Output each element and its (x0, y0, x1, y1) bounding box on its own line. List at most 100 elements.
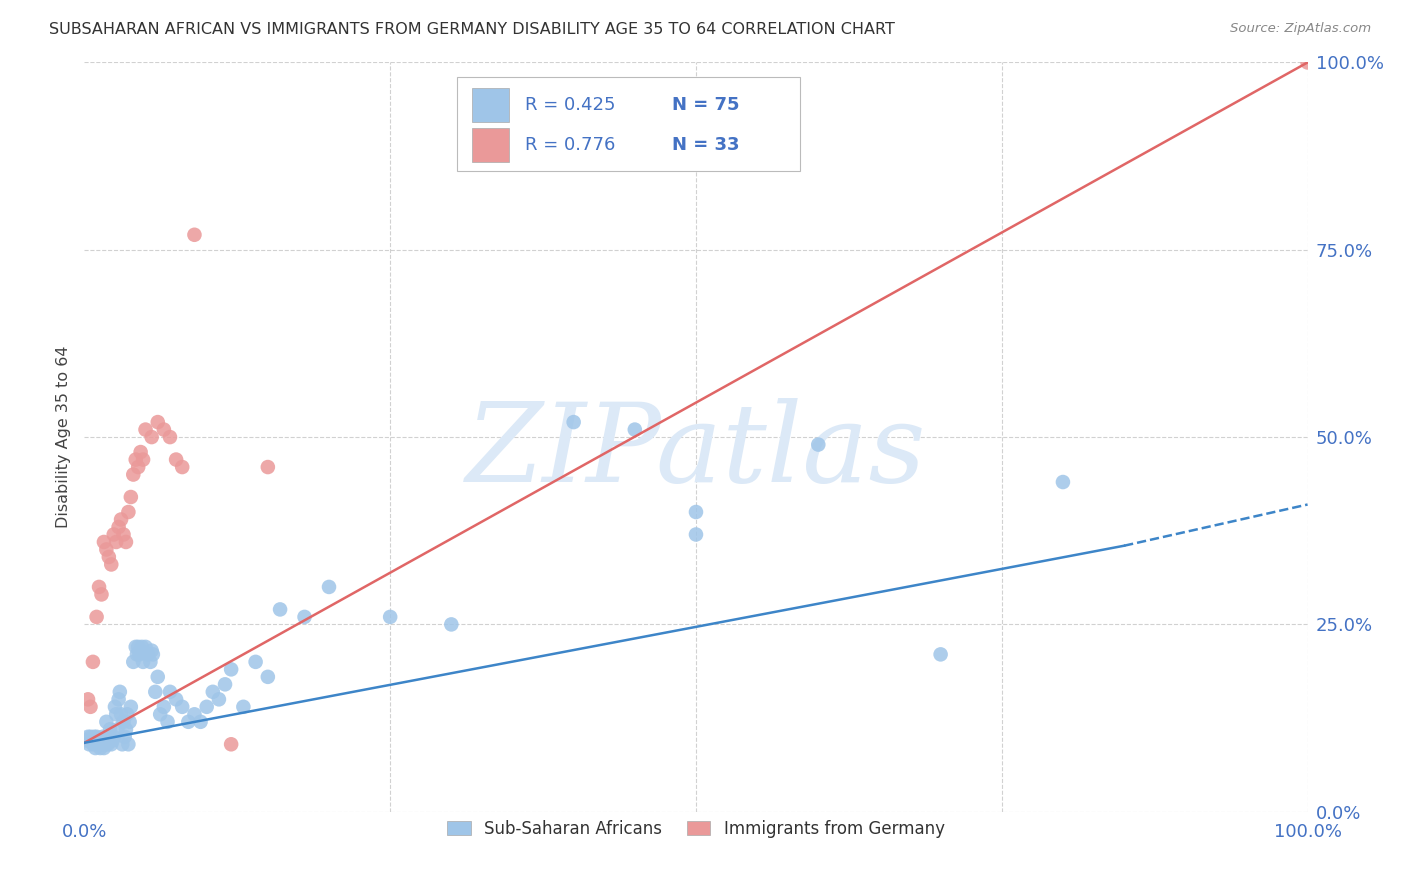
Y-axis label: Disability Age 35 to 64: Disability Age 35 to 64 (56, 346, 72, 528)
Point (440, 617, 463, 632)
Point (208, 692, 231, 706)
Point (100, 558, 122, 572)
Point (111, 737, 134, 751)
Text: SUBSAHARAN AFRICAN VS IMMIGRANTS FROM GERMANY DISABILITY AGE 35 TO 64 CORRELATIO: SUBSAHARAN AFRICAN VS IMMIGRANTS FROM GE… (49, 22, 896, 37)
Point (110, 707, 132, 722)
Point (127, 640, 149, 654)
Point (195, 699, 218, 714)
FancyBboxPatch shape (457, 78, 800, 171)
Point (125, 640, 148, 654)
Point (141, 430, 163, 444)
Point (91, 730, 114, 744)
Point (83, 730, 105, 744)
Point (104, 699, 127, 714)
Point (117, 737, 139, 751)
Point (118, 714, 141, 729)
Point (125, 648, 148, 662)
Point (100, 737, 122, 751)
Text: Source: ZipAtlas.com: Source: ZipAtlas.com (1230, 22, 1371, 36)
Point (318, 580, 340, 594)
Point (127, 460, 149, 475)
Point (129, 643, 152, 657)
Point (107, 692, 129, 706)
Point (110, 512, 132, 526)
Point (135, 423, 157, 437)
Point (122, 467, 145, 482)
Point (929, 648, 952, 662)
Point (87, 737, 110, 751)
Point (143, 685, 166, 699)
Point (294, 610, 316, 624)
Point (562, 415, 585, 429)
Point (153, 699, 176, 714)
Point (97, 549, 120, 564)
Point (76, 733, 98, 747)
Bar (472, 128, 509, 162)
Point (201, 685, 224, 699)
Point (183, 227, 205, 242)
Point (103, 527, 125, 541)
Text: N = 33: N = 33 (672, 136, 740, 153)
Text: ZIPatlas: ZIPatlas (465, 399, 927, 506)
Point (380, 610, 402, 624)
Point (77, 692, 100, 706)
Text: R = 0.425: R = 0.425 (524, 96, 616, 114)
Point (141, 643, 163, 657)
Point (117, 505, 139, 519)
Text: N = 75: N = 75 (672, 96, 740, 114)
Point (172, 699, 194, 714)
Point (87, 580, 110, 594)
Point (132, 655, 155, 669)
Point (89, 741, 111, 756)
Point (165, 452, 187, 467)
Legend: Sub-Saharan Africans, Immigrants from Germany: Sub-Saharan Africans, Immigrants from Ge… (440, 814, 952, 845)
Point (79, 699, 101, 714)
Point (159, 685, 181, 699)
Point (165, 692, 187, 706)
Point (114, 730, 136, 744)
Point (94, 737, 117, 751)
Point (80, 733, 103, 747)
Point (624, 423, 647, 437)
Point (115, 723, 138, 737)
Text: R = 0.776: R = 0.776 (524, 136, 614, 153)
Point (128, 648, 150, 662)
Point (87, 733, 110, 747)
Point (232, 699, 254, 714)
Point (685, 505, 707, 519)
Point (131, 640, 153, 654)
Point (136, 648, 159, 662)
Point (93, 535, 115, 549)
Point (190, 714, 212, 729)
Point (105, 535, 128, 549)
Point (125, 452, 148, 467)
Point (86, 730, 108, 744)
Point (685, 527, 707, 541)
Point (115, 707, 138, 722)
Point (105, 707, 128, 722)
Point (159, 430, 181, 444)
Point (183, 707, 205, 722)
Point (142, 648, 165, 662)
Point (96, 542, 118, 557)
Point (90, 587, 112, 601)
Point (146, 670, 169, 684)
Point (219, 662, 242, 676)
Point (135, 640, 157, 654)
Bar (472, 88, 509, 122)
Point (177, 714, 200, 729)
Point (93, 741, 115, 756)
Point (129, 445, 152, 459)
Point (98, 723, 121, 737)
Point (77, 730, 100, 744)
Point (108, 685, 131, 699)
Point (105, 723, 128, 737)
Point (122, 655, 145, 669)
Point (257, 460, 280, 475)
Point (214, 677, 236, 691)
Point (112, 714, 135, 729)
Point (96, 714, 118, 729)
Point (115, 535, 138, 549)
Point (79, 730, 101, 744)
Point (1052, 475, 1074, 489)
